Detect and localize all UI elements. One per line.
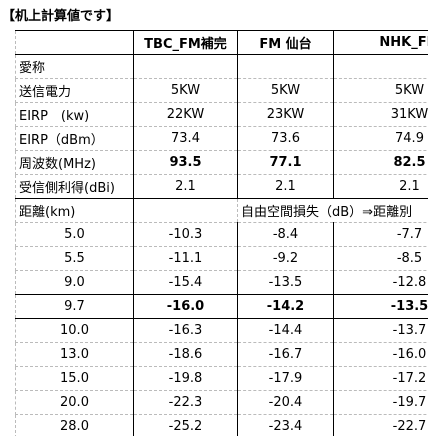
cell: 2.1 (133, 174, 238, 199)
distance-row: 10.0 -16.3 -14.4 -13.7 (15, 318, 428, 343)
cell: -19.7 (333, 390, 428, 415)
cell: -22.7 (333, 414, 428, 436)
cell (15, 30, 134, 55)
distance-row: 20.0 -22.3 -20.4 -19.7 (15, 390, 428, 415)
cell: -23.4 (237, 414, 334, 436)
row: EIRP (kw) 22KW 23KW 31KW (15, 102, 428, 127)
cell: -16.0 (333, 342, 428, 367)
title: 【机上計算値です】 (2, 9, 120, 24)
cell: -7.7 (333, 222, 428, 247)
cell: 2.1 (333, 174, 428, 199)
header-cell: TBC_FM補完 (133, 30, 238, 55)
row-label: 13.0 (15, 342, 134, 367)
cell: 82.5 (333, 150, 428, 175)
cell: -14.4 (237, 318, 334, 343)
row-label: 20.0 (15, 390, 134, 415)
cell: -12.8 (333, 270, 428, 295)
cell: 5KW (333, 78, 428, 103)
row-label: 周波数(MHz) (15, 150, 134, 175)
row: 愛称 (15, 54, 428, 79)
header-cell: NHK_FM (333, 30, 428, 55)
cell (237, 54, 334, 79)
cell: -10.3 (133, 222, 238, 247)
distance-header: 距離(km) 自由空間損失（dB）⇒距離別 (15, 198, 428, 223)
cell: -8.4 (237, 222, 334, 247)
cell: 2.1 (237, 174, 334, 199)
row-label: 10.0 (15, 318, 134, 343)
note: 自由空間損失（dB）⇒距離別 (237, 198, 428, 223)
cell: -25.2 (133, 414, 238, 436)
cell: 77.1 (237, 150, 334, 175)
distance-row: 9.7 -16.0 -14.2 -13.5 (15, 294, 428, 319)
cell: -11.1 (133, 246, 238, 271)
row: EIRP（dBm） 73.4 73.6 74.9 (15, 126, 428, 151)
cell: -16.7 (237, 342, 334, 367)
cell: 31KW (333, 102, 428, 127)
cell: -13.7 (333, 318, 428, 343)
distance-row: 9.0 -15.4 -13.5 -12.8 (15, 270, 428, 295)
cell: -14.2 (237, 294, 334, 319)
cell: -16.3 (133, 318, 238, 343)
row-label: 受信側利得(dBi) (15, 174, 134, 199)
cell: 5KW (237, 78, 334, 103)
row-label: 距離(km) (15, 198, 134, 223)
row-label: 愛称 (15, 54, 134, 79)
distance-row: 5.5 -11.1 -9.2 -8.5 (15, 246, 428, 271)
cell: -13.5 (237, 270, 334, 295)
cell: -13.5 (333, 294, 428, 319)
cell: -18.6 (133, 342, 238, 367)
cell: -15.4 (133, 270, 238, 295)
row-label: EIRP (kw) (15, 102, 134, 127)
row-label: 送信電力 (15, 78, 134, 103)
cell: -8.5 (333, 246, 428, 271)
cell: 73.4 (133, 126, 238, 151)
cell: -16.0 (133, 294, 238, 319)
row-label: EIRP（dBm） (15, 126, 134, 151)
cell (133, 198, 238, 223)
row-label: 9.0 (15, 270, 134, 295)
cell: -22.3 (133, 390, 238, 415)
row-label: 5.0 (15, 222, 134, 247)
distance-row: 5.0 -10.3 -8.4 -7.7 (15, 222, 428, 247)
cell: -17.2 (333, 366, 428, 391)
cell: -17.9 (237, 366, 334, 391)
cell: -9.2 (237, 246, 334, 271)
cell (333, 54, 428, 79)
cell: -19.8 (133, 366, 238, 391)
row: 送信電力 5KW 5KW 5KW (15, 78, 428, 103)
distance-row: 13.0 -18.6 -16.7 -16.0 (15, 342, 428, 367)
cell: 22KW (133, 102, 238, 127)
row: 周波数(MHz) 93.5 77.1 82.5 (15, 150, 428, 175)
row-label: 28.0 (15, 414, 134, 436)
cell: 74.9 (333, 126, 428, 151)
distance-row: 28.0 -25.2 -23.4 -22.7 (15, 414, 428, 436)
cell: -20.4 (237, 390, 334, 415)
row-label: 5.5 (15, 246, 134, 271)
row-label: 15.0 (15, 366, 134, 391)
distance-row: 15.0 -19.8 -17.9 -17.2 (15, 366, 428, 391)
row-label: 9.7 (15, 294, 134, 319)
cell: 23KW (237, 102, 334, 127)
cell: 93.5 (133, 150, 238, 175)
row: 受信側利得(dBi) 2.1 2.1 2.1 (15, 174, 428, 199)
cell: 5KW (133, 78, 238, 103)
header-cell: FM 仙台 (237, 30, 334, 55)
cell: 73.6 (237, 126, 334, 151)
cell (133, 54, 238, 79)
